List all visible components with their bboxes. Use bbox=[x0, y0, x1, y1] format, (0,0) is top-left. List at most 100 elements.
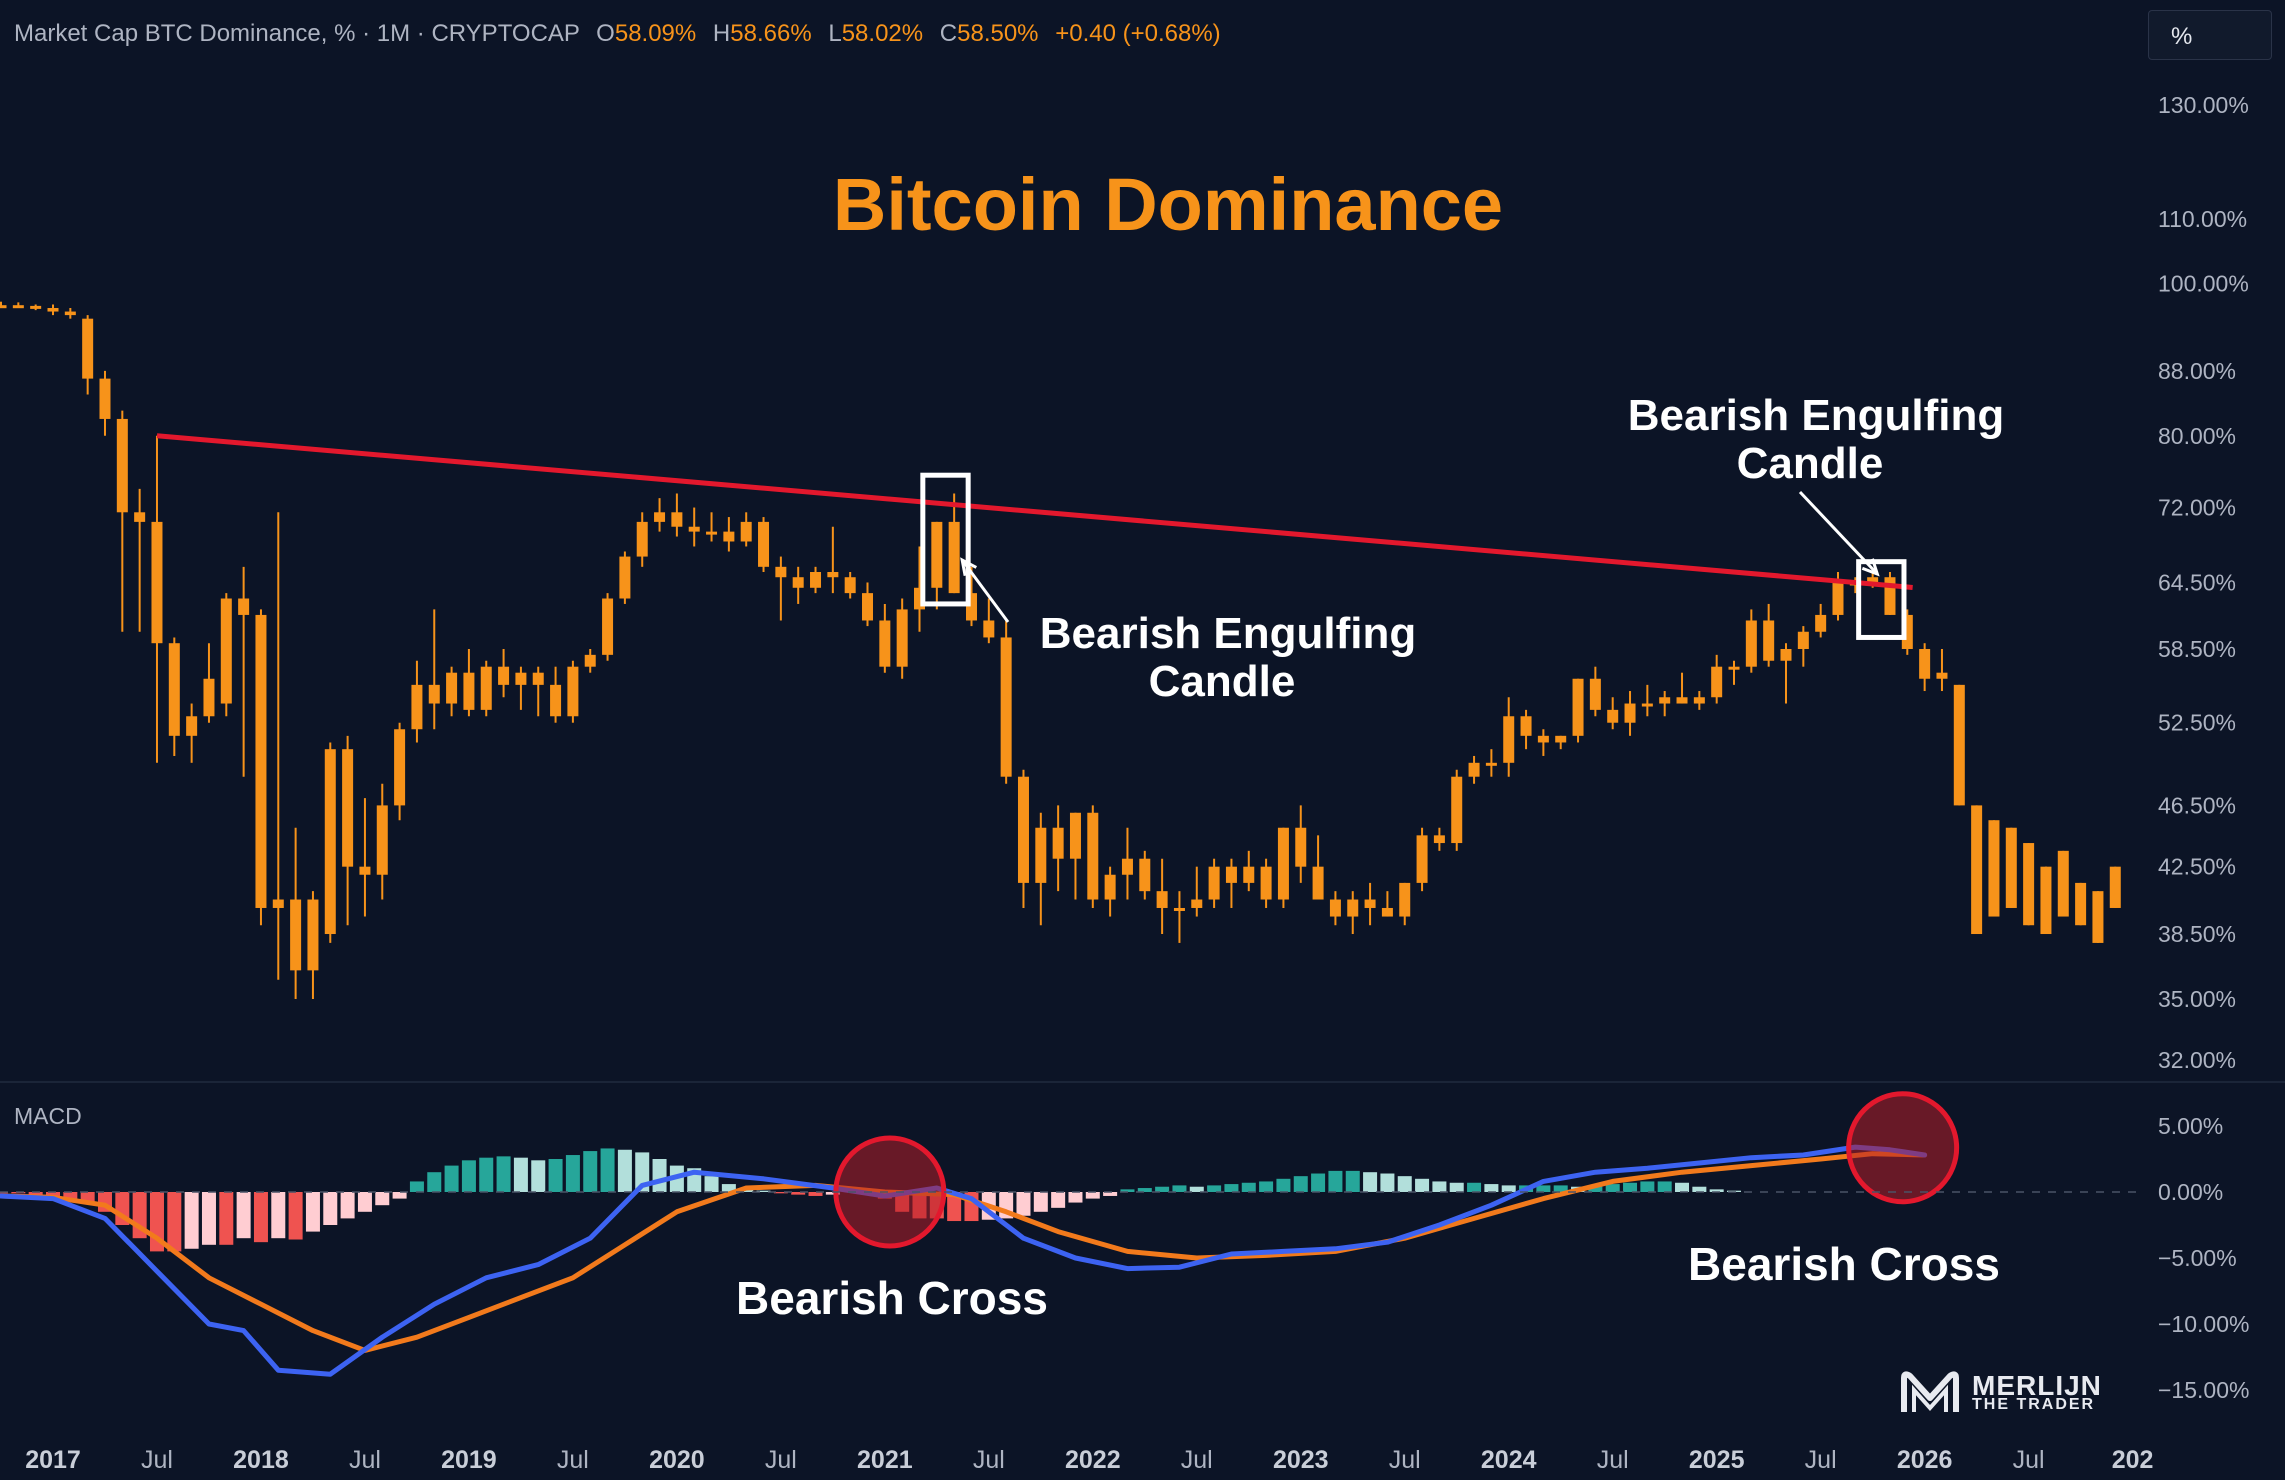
macd-histogram-bar bbox=[565, 1155, 580, 1192]
candle bbox=[0, 301, 7, 309]
macd-histogram-bar bbox=[496, 1156, 511, 1192]
candle bbox=[1971, 805, 1983, 935]
macd-histogram-bar bbox=[617, 1149, 632, 1192]
candle bbox=[307, 891, 319, 999]
candle bbox=[584, 648, 596, 673]
candle bbox=[1693, 691, 1705, 710]
engulfing-arrow-2021 bbox=[960, 557, 1010, 623]
candle bbox=[1780, 643, 1792, 704]
macd-histogram-bar bbox=[1640, 1181, 1655, 1192]
candle-body bbox=[706, 531, 718, 535]
candle-body bbox=[1884, 577, 1896, 615]
time-tick-label: Jul bbox=[1181, 1446, 1213, 1474]
arrow-shaft bbox=[1798, 490, 1879, 576]
trendline-group bbox=[156, 433, 1913, 590]
price-tick-label: 130.00% bbox=[2158, 92, 2249, 118]
candle bbox=[723, 517, 735, 552]
macd-histogram-bar bbox=[1380, 1173, 1395, 1192]
candle-body bbox=[0, 305, 7, 309]
candle-body bbox=[2040, 866, 2052, 935]
engulfing-label-2021-line1: Bearish Engulfing bbox=[1040, 609, 1416, 658]
macd-histogram-bar bbox=[652, 1159, 667, 1192]
candle bbox=[1035, 812, 1047, 926]
candle bbox=[64, 308, 76, 319]
candle bbox=[948, 493, 960, 594]
candle bbox=[82, 315, 94, 395]
candle-body bbox=[1901, 614, 1913, 649]
candle-body bbox=[879, 620, 891, 667]
time-tick-label: 2019 bbox=[441, 1446, 497, 1474]
macd-histogram-bar bbox=[392, 1192, 407, 1199]
candle-body bbox=[1156, 891, 1168, 908]
candle-body bbox=[965, 593, 977, 621]
candle-body bbox=[1295, 827, 1307, 867]
candle bbox=[1017, 769, 1029, 908]
macd-histogram-bar bbox=[201, 1192, 216, 1245]
candle-body bbox=[168, 643, 180, 736]
arrow-head bbox=[1861, 558, 1880, 577]
candle bbox=[168, 637, 180, 756]
candle-body bbox=[2092, 891, 2104, 943]
candle-body bbox=[1260, 866, 1272, 900]
engulfing-label-2025-line2: Candle bbox=[1737, 439, 1884, 488]
candle-body bbox=[1329, 899, 1341, 917]
candle bbox=[1676, 672, 1688, 704]
symbol-header: Market Cap BTC Dominance, % · 1M · CRYPT… bbox=[14, 20, 1221, 48]
candle bbox=[411, 660, 423, 743]
macd-pane-label: MACD bbox=[14, 1103, 82, 1129]
macd-histogram-bar bbox=[1692, 1186, 1707, 1192]
candle bbox=[1364, 882, 1376, 926]
candle bbox=[515, 666, 527, 710]
candle bbox=[134, 488, 146, 632]
low-value: 58.02% bbox=[841, 20, 924, 47]
candle bbox=[636, 512, 648, 567]
candle-body bbox=[550, 684, 562, 717]
macd-histogram-bar bbox=[375, 1192, 390, 1206]
percent-scale-button[interactable]: % bbox=[2148, 10, 2272, 60]
candle bbox=[550, 666, 562, 723]
macd-histogram-bar bbox=[1207, 1185, 1222, 1192]
candle bbox=[827, 526, 839, 594]
macd-line bbox=[0, 1144, 1928, 1377]
candle-body bbox=[1052, 827, 1064, 859]
logo-mark-icon bbox=[1901, 1371, 1959, 1412]
macd-histogram-bar bbox=[583, 1151, 598, 1192]
candle-body bbox=[290, 899, 302, 971]
macd-histogram-bar bbox=[444, 1165, 459, 1192]
bearish-cross-label: Bearish Cross bbox=[1688, 1238, 2000, 1290]
candle-body bbox=[2057, 850, 2069, 917]
price-tick-label: 38.50% bbox=[2158, 921, 2236, 947]
candle-body bbox=[983, 620, 995, 638]
candle bbox=[376, 783, 388, 900]
candle bbox=[758, 517, 770, 572]
candle bbox=[1087, 805, 1099, 908]
macd-histogram-bar bbox=[1467, 1182, 1482, 1192]
macd-histogram-bar bbox=[808, 1192, 823, 1196]
candle-body bbox=[1555, 735, 1567, 743]
close-value: 58.50% bbox=[957, 20, 1039, 47]
macd-histogram-bar bbox=[1016, 1192, 1031, 1216]
candle-body bbox=[844, 577, 856, 594]
candle-body bbox=[740, 521, 752, 542]
macd-histogram-bar bbox=[1501, 1185, 1516, 1192]
macd-histogram-bar bbox=[479, 1157, 494, 1192]
candle-body bbox=[723, 531, 735, 542]
candle-body bbox=[1711, 666, 1723, 698]
price-tick-label: 46.50% bbox=[2158, 792, 2236, 818]
price-tick-label: 58.50% bbox=[2158, 636, 2236, 662]
candle-body bbox=[1988, 820, 2000, 917]
price-axis: 130.00% 110.00% 100.00% 88.00% 80.00% 72.00% 6… bbox=[0, 92, 2285, 1083]
macd-histogram-bar bbox=[409, 1181, 424, 1192]
candle bbox=[862, 582, 874, 627]
candle bbox=[1312, 835, 1324, 900]
candle-body bbox=[186, 716, 198, 736]
candle bbox=[983, 598, 995, 644]
candle-body bbox=[948, 521, 960, 594]
macd-tick-label: −5.00% bbox=[2158, 1245, 2237, 1271]
macd-histogram-bar bbox=[236, 1192, 251, 1239]
candle bbox=[1225, 858, 1237, 908]
macd-histogram-bar bbox=[1675, 1182, 1690, 1192]
candle-body bbox=[1832, 582, 1844, 615]
candle-body bbox=[376, 805, 388, 875]
